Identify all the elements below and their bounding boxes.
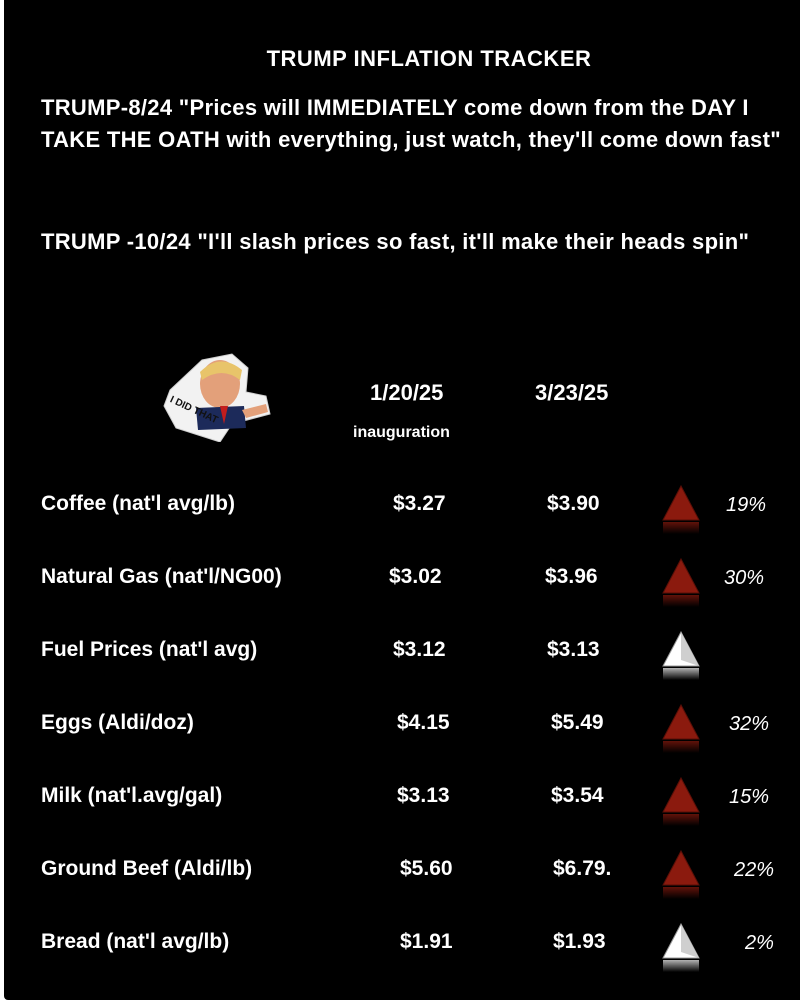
price-start: $1.91 [400, 930, 453, 953]
price-end: $6.79. [553, 857, 612, 880]
column-header-start-date: 1/20/25 [370, 380, 444, 405]
quote-october: TRUMP -10/24 "I'll slash prices so fast,… [41, 229, 750, 254]
red-up-triangle-icon [662, 703, 700, 753]
table-row: Natural Gas (nat'l/NG00) $3.02 $3.96 30% [4, 557, 800, 607]
red-up-triangle-icon [662, 484, 700, 534]
page-title: TRUMP INFLATION TRACKER [266, 46, 592, 71]
quote-august: TRUMP-8/24 "Prices will IMMEDIATELY come… [41, 95, 781, 152]
red-up-triangle-icon [662, 776, 700, 826]
white-up-triangle-icon [662, 922, 700, 972]
column-header-end-date: 3/23/25 [535, 380, 609, 405]
price-end: $3.54 [551, 784, 604, 807]
table-row: Coffee (nat'l avg/lb) $3.27 $3.90 19% [4, 484, 800, 534]
price-end: $5.49 [551, 711, 604, 734]
column-subheader-inauguration: inauguration [353, 424, 450, 441]
percent-change: 15% [729, 786, 770, 808]
item-label: Coffee (nat'l avg/lb) [41, 492, 236, 515]
red-up-triangle-icon [662, 557, 700, 607]
item-label: Bread (nat'l avg/lb) [41, 930, 230, 953]
percent-change: 2% [745, 932, 774, 954]
price-start: $3.27 [393, 492, 446, 515]
item-label: Eggs (Aldi/doz) [41, 711, 194, 734]
item-label: Natural Gas (nat'l/NG00) [41, 565, 282, 588]
item-label: Milk (nat'l.avg/gal) [41, 784, 223, 807]
table-row: Eggs (Aldi/doz) $4.15 $5.49 32% [4, 703, 800, 753]
table-row: Ground Beef (Aldi/lb) $5.60 $6.79. 22% [4, 849, 800, 899]
percent-change: 30% [724, 567, 765, 589]
red-up-triangle-icon [662, 849, 700, 899]
price-end: $3.96 [545, 565, 598, 588]
pointing-man-sticker-icon: I DID THAT [163, 353, 271, 442]
price-end: $3.90 [547, 492, 600, 515]
price-start: $3.12 [393, 638, 446, 661]
table-row: Milk (nat'l.avg/gal) $3.13 $3.54 15% [4, 776, 800, 826]
price-start: $5.60 [400, 857, 453, 880]
price-start: $3.02 [389, 565, 442, 588]
price-start: $3.13 [397, 784, 450, 807]
white-up-triangle-icon [662, 630, 700, 680]
price-end: $1.93 [553, 930, 606, 953]
table-row: Fuel Prices (nat'l avg) $3.12 $3.13 [4, 630, 800, 680]
percent-change: 19% [726, 494, 767, 516]
price-start: $4.15 [397, 711, 450, 734]
percent-change: 32% [729, 713, 770, 735]
price-end: $3.13 [547, 638, 600, 661]
percent-change: 22% [734, 859, 775, 881]
table-row: Bread (nat'l avg/lb) $1.91 $1.93 2% [4, 922, 800, 972]
tracker-panel: TRUMP INFLATION TRACKER TRUMP-8/24 "Pric… [4, 0, 800, 1000]
item-label: Ground Beef (Aldi/lb) [41, 857, 253, 880]
item-label: Fuel Prices (nat'l avg) [41, 638, 258, 661]
